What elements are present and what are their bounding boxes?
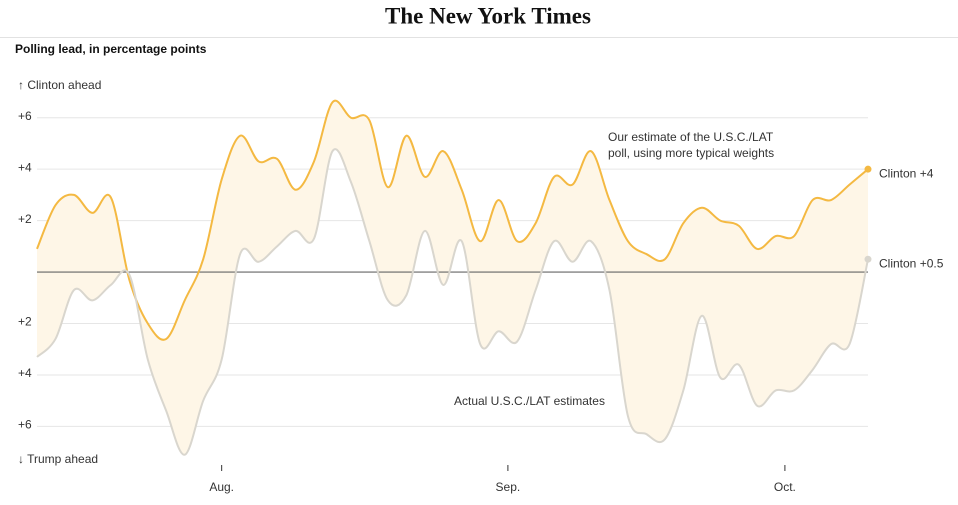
y-tick-label: +4 bbox=[18, 160, 32, 174]
annotation: Actual U.S.C./LAT estimates bbox=[454, 394, 605, 408]
y-tick-label: +4 bbox=[18, 366, 32, 380]
end-dot bbox=[864, 255, 872, 263]
y-top-label: ↑ Clinton ahead bbox=[18, 78, 101, 92]
y-tick-label: +6 bbox=[18, 418, 32, 432]
gap-shading bbox=[37, 100, 868, 455]
y-bottom-label: ↓ Trump ahead bbox=[18, 452, 98, 466]
x-tick-label: Oct. bbox=[774, 480, 796, 494]
end-label: Clinton +4 bbox=[879, 166, 934, 180]
brand-logo: The New York Times bbox=[385, 3, 591, 28]
end-label: Clinton +0.5 bbox=[879, 256, 944, 270]
x-tick-label: Sep. bbox=[496, 480, 521, 494]
end-dot bbox=[864, 165, 872, 173]
y-tick-label: +2 bbox=[18, 315, 32, 329]
series-line bbox=[36, 148, 869, 456]
y-tick-label: +6 bbox=[18, 109, 32, 123]
y-tick-label: +2 bbox=[18, 212, 32, 226]
series-line bbox=[36, 99, 869, 341]
chart-title: Polling lead, in percentage points bbox=[15, 42, 207, 56]
x-tick-label: Aug. bbox=[209, 480, 234, 494]
annotation: poll, using more typical weights bbox=[608, 146, 774, 160]
annotation: Our estimate of the U.S.C./LAT bbox=[608, 130, 774, 144]
